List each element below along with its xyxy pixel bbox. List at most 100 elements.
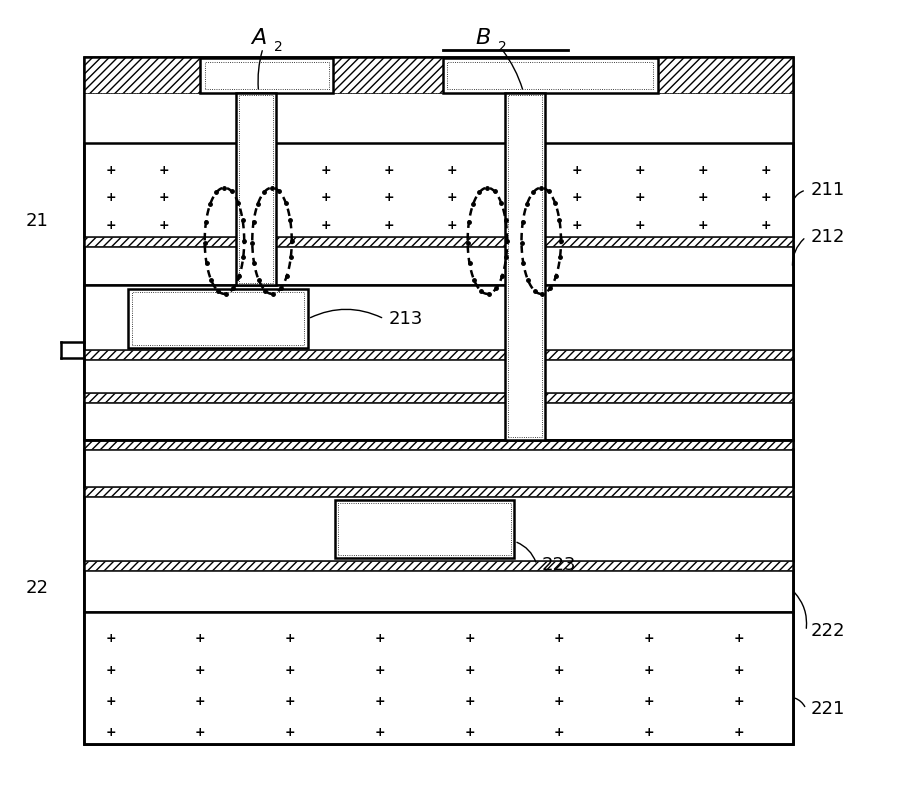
Text: +: +	[159, 191, 170, 204]
Bar	[205, 62, 328, 89]
Text: 221: 221	[810, 700, 844, 718]
Text: +: +	[732, 695, 743, 707]
Text: +: +	[284, 633, 295, 645]
Bar	[84, 487, 792, 496]
Text: +: +	[195, 633, 206, 645]
Text: +: +	[571, 219, 582, 232]
Text: +: +	[195, 695, 206, 707]
Text: +: +	[553, 663, 564, 677]
Bar	[84, 350, 792, 359]
Text: +: +	[643, 633, 654, 645]
Bar	[84, 393, 792, 402]
Bar	[84, 612, 792, 744]
Text: 223: 223	[540, 556, 575, 574]
Bar	[84, 440, 792, 744]
Text: +: +	[571, 191, 582, 204]
Text: +: +	[105, 164, 115, 177]
Text: 213: 213	[388, 310, 422, 328]
Text: +: +	[105, 191, 115, 204]
Bar	[84, 57, 792, 440]
Text: 2: 2	[498, 40, 506, 54]
Text: +: +	[759, 219, 770, 232]
Bar	[84, 57, 792, 744]
Bar	[338, 503, 511, 556]
Bar	[84, 57, 792, 93]
Bar	[335, 500, 514, 559]
Text: +: +	[320, 164, 331, 177]
Text: +: +	[553, 633, 564, 645]
Text: +: +	[374, 663, 384, 677]
Text: +: +	[464, 726, 474, 739]
Text: +: +	[446, 191, 456, 204]
Bar	[84, 143, 792, 237]
Text: +: +	[634, 164, 645, 177]
Text: +: +	[634, 191, 645, 204]
Bar	[238, 95, 272, 283]
Text: B: B	[474, 28, 490, 48]
Text: +: +	[159, 164, 170, 177]
Text: +: +	[696, 219, 707, 232]
Text: +: +	[553, 695, 564, 707]
Bar	[84, 440, 792, 449]
Text: +: +	[383, 219, 393, 232]
Text: +: +	[571, 164, 582, 177]
Text: +: +	[696, 191, 707, 204]
Text: 22: 22	[25, 579, 49, 597]
Text: +: +	[732, 633, 743, 645]
Text: +: +	[195, 726, 206, 739]
Text: 211: 211	[810, 181, 843, 199]
Text: 212: 212	[810, 228, 844, 246]
Text: +: +	[374, 695, 384, 707]
Bar	[84, 93, 792, 143]
Bar	[200, 58, 333, 93]
Text: +: +	[284, 726, 295, 739]
Text: 21: 21	[25, 212, 49, 230]
Bar	[84, 570, 792, 612]
Text: +: +	[643, 663, 654, 677]
Text: +: +	[159, 219, 170, 232]
Text: +: +	[105, 219, 115, 232]
Text: +: +	[732, 726, 743, 739]
Text: +: +	[320, 191, 331, 204]
Text: +: +	[105, 663, 115, 677]
Bar	[84, 285, 792, 350]
Text: +: +	[696, 164, 707, 177]
Text: +: +	[195, 663, 206, 677]
Text: +: +	[105, 695, 115, 707]
Text: +: +	[464, 695, 474, 707]
Text: +: +	[759, 191, 770, 204]
Text: 2: 2	[273, 40, 282, 54]
Text: +: +	[374, 633, 384, 645]
Bar	[132, 292, 304, 344]
Text: +: +	[446, 219, 456, 232]
Text: +: +	[553, 726, 564, 739]
Text: +: +	[105, 633, 115, 645]
Text: +: +	[464, 633, 474, 645]
Text: +: +	[374, 726, 384, 739]
Text: +: +	[643, 726, 654, 739]
Bar	[505, 93, 544, 440]
Bar	[446, 62, 653, 89]
Bar	[84, 237, 792, 246]
Bar	[84, 359, 792, 393]
Bar	[84, 449, 792, 487]
Bar	[84, 496, 792, 560]
Bar	[508, 95, 541, 438]
Text: +: +	[320, 219, 331, 232]
Text: +: +	[732, 663, 743, 677]
Text: +: +	[284, 695, 295, 707]
Text: +: +	[643, 695, 654, 707]
Text: +: +	[446, 164, 456, 177]
Text: +: +	[634, 219, 645, 232]
Text: 222: 222	[810, 622, 844, 640]
Bar	[442, 58, 658, 93]
Text: +: +	[464, 663, 474, 677]
Text: +: +	[759, 164, 770, 177]
Bar	[84, 246, 792, 285]
Text: +: +	[383, 164, 393, 177]
Text: +: +	[105, 726, 115, 739]
Bar	[128, 289, 308, 347]
Bar	[235, 93, 275, 285]
Bar	[84, 402, 792, 440]
Text: +: +	[284, 663, 295, 677]
